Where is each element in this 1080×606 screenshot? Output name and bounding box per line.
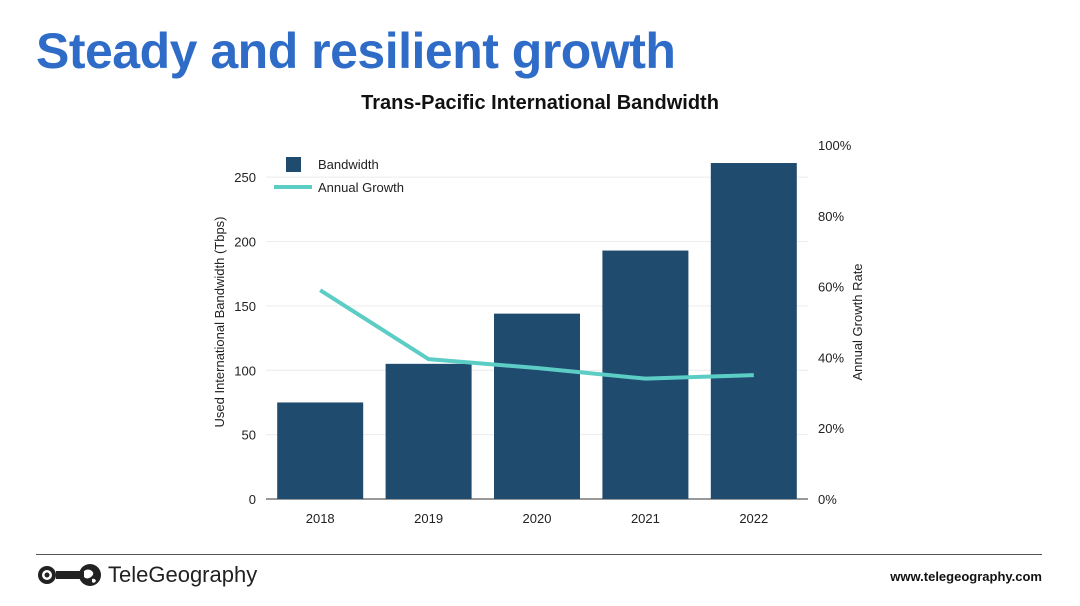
x-tick-label: 2022	[739, 511, 768, 526]
slide-title: Steady and resilient growth	[36, 23, 676, 79]
bar	[710, 163, 797, 499]
y2-tick-label: 40%	[818, 350, 844, 365]
y-tick-label: 200	[234, 235, 256, 250]
x-tick-label: 2020	[523, 511, 552, 526]
legend-label-bandwidth: Bandwidth	[318, 157, 379, 172]
y2-axis-title: Annual Growth Rate	[850, 263, 865, 380]
y-tick-label: 250	[234, 170, 256, 185]
x-tick-label: 2021	[631, 511, 660, 526]
y2-tick-label: 60%	[818, 280, 844, 295]
bar	[494, 313, 580, 499]
x-tick-label: 2019	[414, 511, 443, 526]
y-axis-title: Used International Bandwidth (Tbps)	[212, 216, 227, 427]
legend-label-growth: Annual Growth	[318, 180, 404, 195]
chart-title: Trans-Pacific International Bandwidth	[361, 92, 719, 114]
y-tick-label: 50	[242, 428, 256, 443]
growth-line	[319, 288, 754, 381]
y2-tick-label: 80%	[818, 209, 844, 224]
footer-divider	[36, 554, 1042, 555]
y-tick-label: 150	[234, 299, 256, 314]
bar	[277, 402, 364, 499]
telegeography-globe-icon	[38, 564, 101, 586]
y2-tick-label: 20%	[818, 421, 844, 436]
x-tick-label: 2018	[306, 511, 335, 526]
y2-tick-label: 100%	[818, 138, 852, 153]
y-tick-label: 100	[234, 363, 256, 378]
brand-name: TeleGeography	[108, 562, 258, 587]
website-url: www.telegeography.com	[890, 569, 1042, 584]
y-tick-label: 0	[249, 492, 256, 507]
bar	[385, 363, 472, 499]
telegeography-logo: TeleGeography	[36, 562, 257, 588]
legend-swatch-bandwidth	[286, 157, 301, 172]
y2-tick-label: 0%	[818, 492, 837, 507]
